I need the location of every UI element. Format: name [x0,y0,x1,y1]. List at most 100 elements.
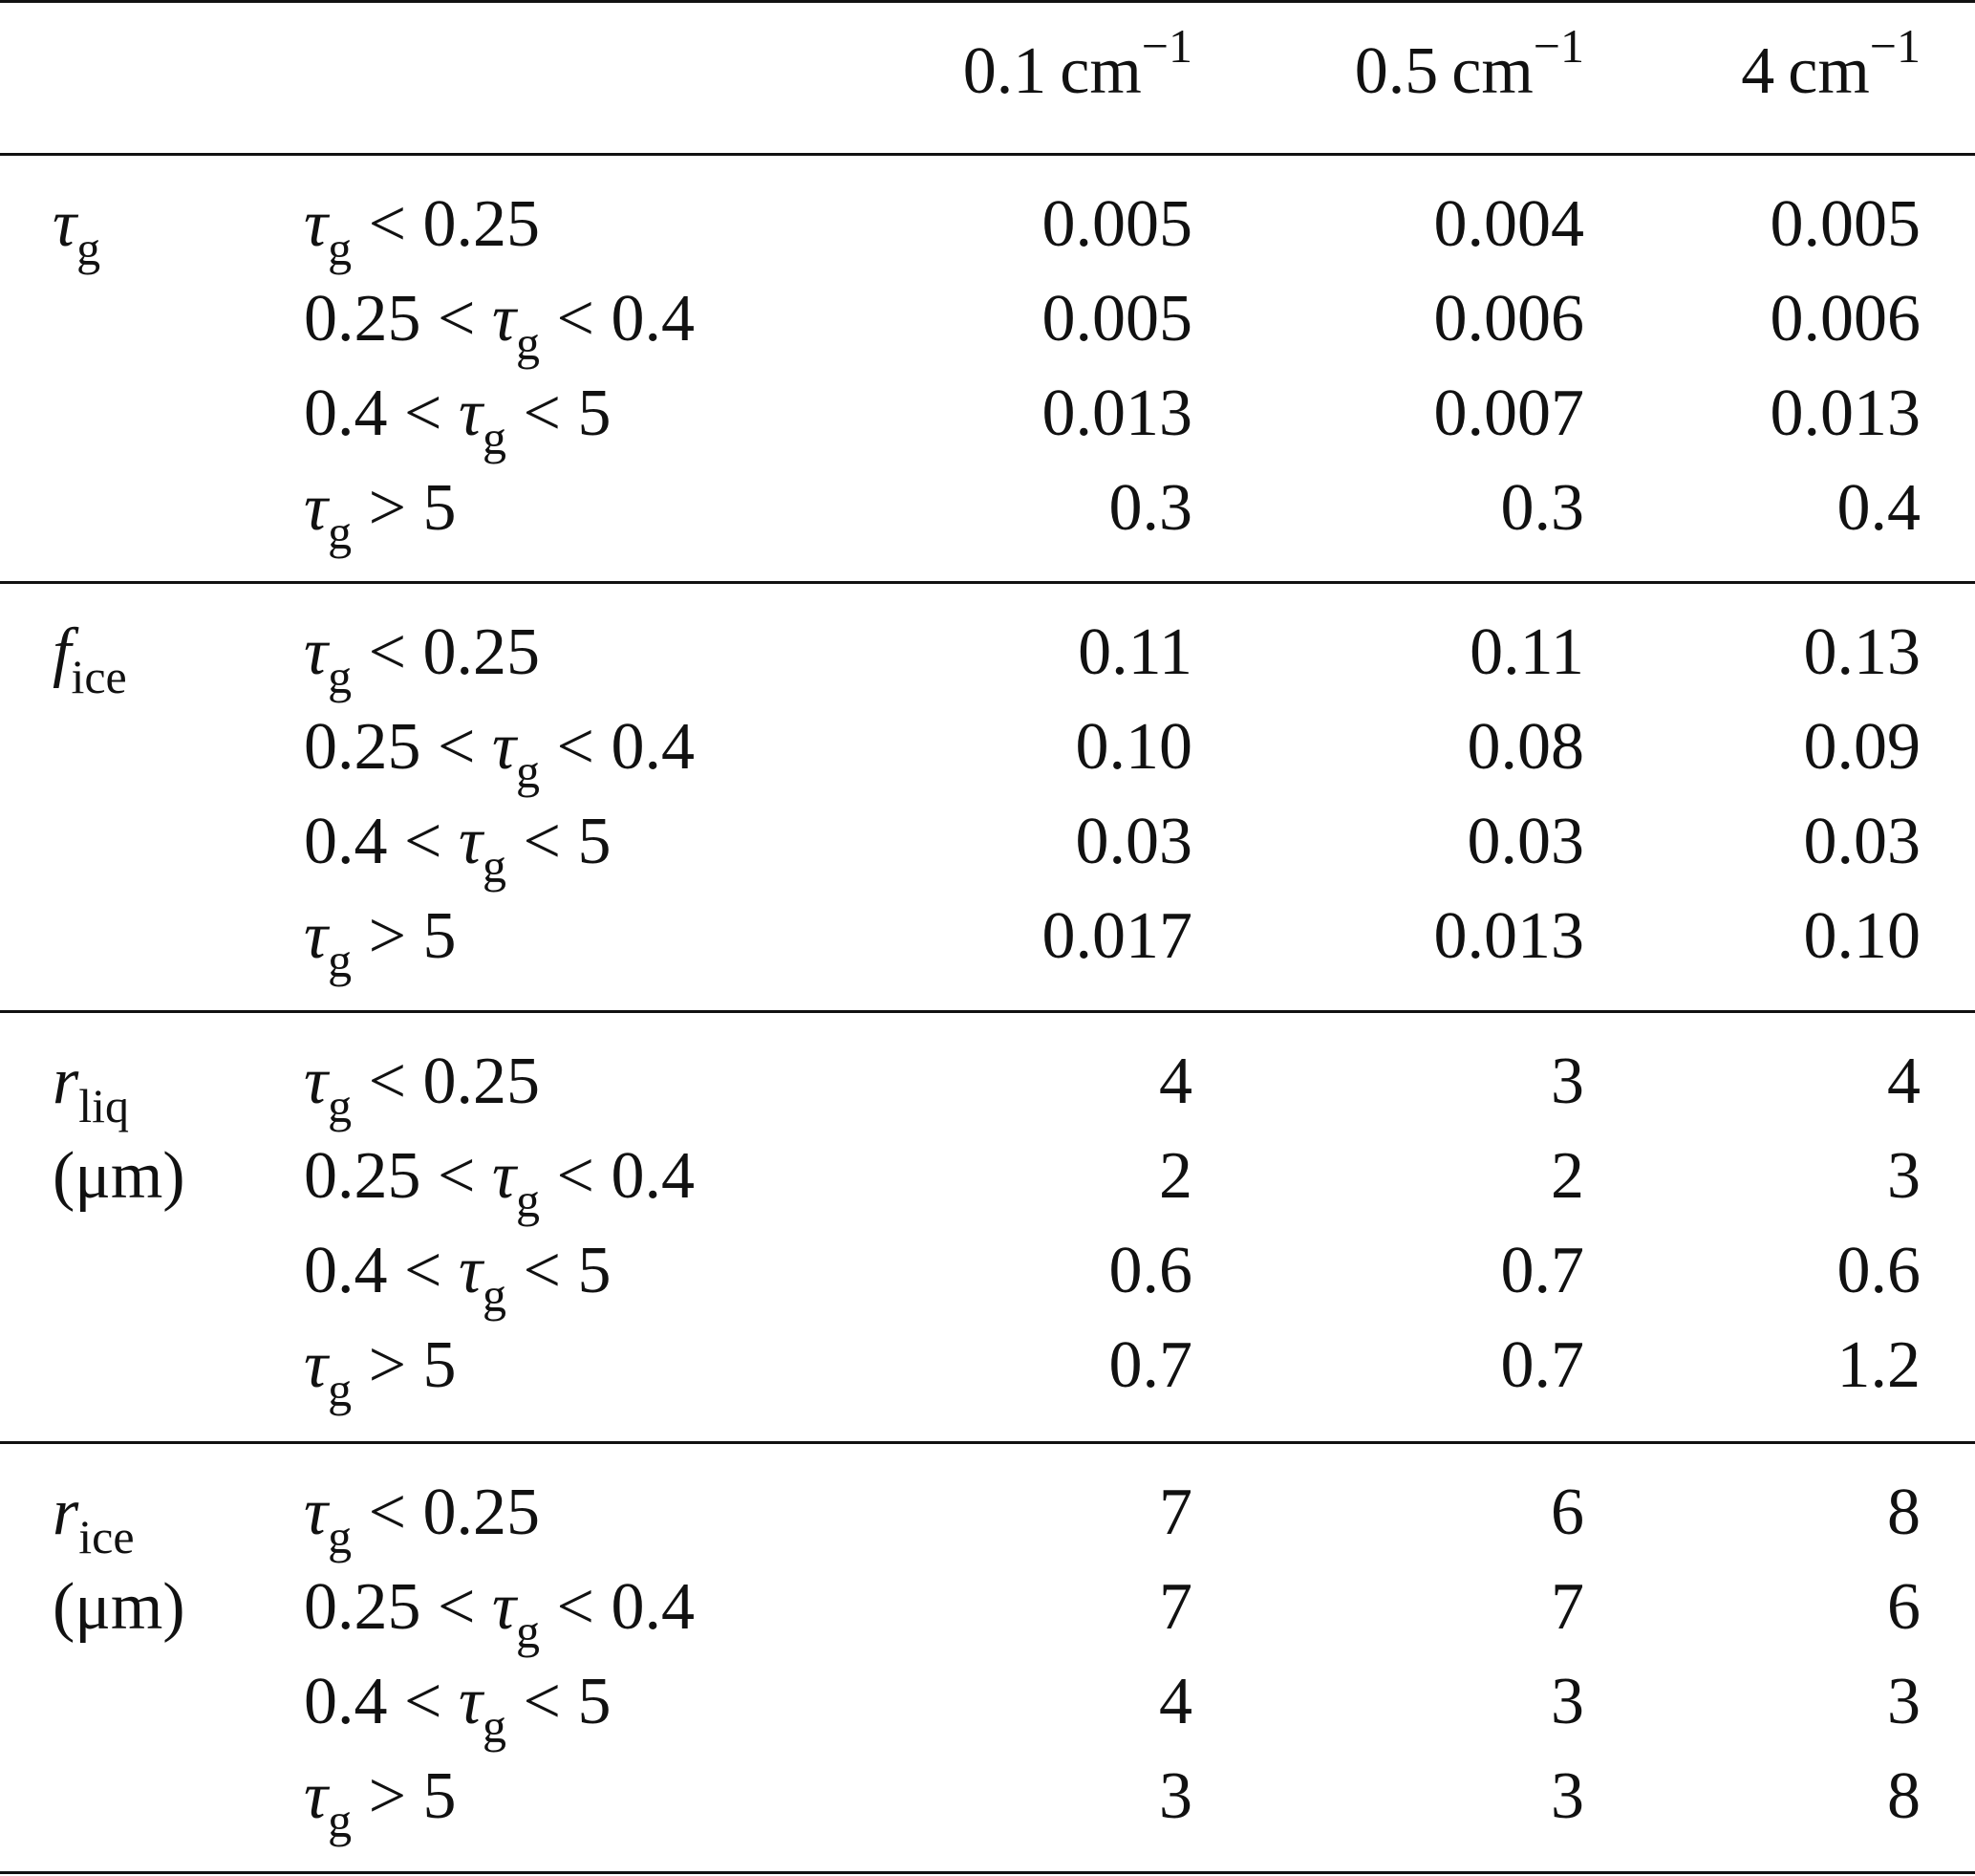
condition-symbol: τ [458,377,483,450]
table-cell-value: 0.7 [1500,1328,1585,1402]
table-cell-value: 0.11 [1078,615,1192,689]
condition-subscript: g [483,411,507,464]
condition-label: τg < 0.25 [304,1476,540,1562]
condition-prefix: 0.25 < [304,710,492,784]
condition-prefix: 0.25 < [304,1139,492,1213]
group-unit: (μm) [53,1570,185,1644]
table-rule [0,581,1975,584]
condition-suffix: < 0.25 [352,615,541,689]
condition-prefix: 0.4 < [304,1665,459,1738]
condition-symbol: τ [304,899,329,973]
table-cell-value: 0.08 [1467,710,1585,784]
table-cell-value: 0.10 [1075,710,1193,784]
condition-symbol: τ [458,1234,483,1307]
column-header-unit: cm [1060,34,1142,108]
group-subscript: liq [78,1079,130,1132]
condition-symbol: τ [304,1328,329,1402]
table-cell-value: 0.03 [1075,805,1193,878]
column-header-number: 0.1 [962,34,1047,108]
column-header: 0.1 cm−1 [963,22,1192,105]
condition-symbol: τ [304,187,329,261]
condition-subscript: g [516,1174,541,1227]
condition-suffix: < 0.4 [540,282,696,356]
condition-subscript: g [516,1605,541,1658]
table-rule [0,0,1975,3]
table-rule [0,1010,1975,1013]
condition-subscript: g [328,934,353,987]
table-cell-value: 8 [1887,1759,1921,1833]
condition-subscript: g [483,1268,507,1322]
condition-symbol: τ [304,1476,329,1549]
table-cell-value: 4 [1159,1045,1192,1118]
table-cell-value: 0.005 [1041,282,1193,356]
condition-label: 0.25 < τg < 0.4 [304,286,695,368]
table-cell-value: 0.7 [1108,1328,1193,1402]
condition-suffix: < 0.4 [540,710,696,784]
condition-subscript: g [516,316,541,370]
condition-subscript: g [328,222,353,275]
table-cell-value: 0.005 [1041,187,1193,261]
condition-suffix: < 0.25 [352,1045,541,1118]
condition-symbol: τ [304,1759,329,1833]
condition-subscript: g [516,744,541,798]
condition-label: 0.25 < τg < 0.4 [304,1574,695,1656]
condition-symbol: τ [458,805,483,878]
condition-suffix: < 5 [506,1234,612,1307]
table-cell-value: 0.007 [1433,377,1585,450]
table-cell-value: 4 [1159,1665,1192,1738]
column-header-number: 4 [1741,34,1775,108]
table-cell-value: 3 [1887,1665,1921,1738]
condition-label: τg > 5 [304,1763,457,1845]
condition-label: τg > 5 [304,903,457,985]
table-cell-value: 0.6 [1108,1234,1193,1307]
column-header-exponent: −1 [1869,19,1921,73]
table-cell-value: 0.017 [1041,899,1193,973]
condition-subscript: g [483,1699,507,1753]
table-cell-value: 3 [1887,1139,1921,1213]
table-cell-value: 0.005 [1770,187,1921,261]
column-header-exponent: −1 [1141,19,1192,73]
group-label: rice [53,1476,135,1562]
condition-subscript: g [328,1510,353,1563]
group-symbol: r [53,1476,79,1549]
condition-suffix: > 5 [352,1328,457,1402]
condition-label: τg < 0.25 [304,619,540,701]
column-header-number: 0.5 [1354,34,1439,108]
condition-subscript: g [328,1363,353,1416]
table-cell-value: 0.10 [1803,899,1921,973]
condition-label: 0.4 < τg < 5 [304,1238,612,1320]
condition-label: τg > 5 [304,475,457,557]
table-cell-value: 0.03 [1803,805,1921,878]
column-header-exponent: −1 [1533,19,1584,73]
table-cell-value: 0.4 [1836,471,1921,545]
condition-label: τg < 0.25 [304,1045,541,1131]
table-rule [0,1441,1975,1444]
table-cell-value: 0.13 [1803,615,1921,689]
group-unit: (μm) [53,1139,185,1213]
group-subscript: ice [71,650,127,703]
condition-symbol: τ [491,1139,517,1213]
column-header: 0.5 cm−1 [1355,22,1584,105]
condition-suffix: < 0.25 [352,187,541,261]
condition-label: τg < 0.25 [304,191,540,273]
table-cell-value: 6 [1887,1570,1921,1644]
condition-prefix: 0.4 < [304,377,459,450]
table-cell-value: 3 [1551,1759,1584,1833]
condition-prefix: 0.25 < [304,282,492,356]
group-subscript: ice [78,1510,135,1563]
table-cell-value: 1.2 [1836,1328,1921,1402]
condition-symbol: τ [304,471,329,545]
condition-suffix: < 0.4 [540,1570,696,1644]
condition-subscript: g [328,1079,353,1132]
table-cell-value: 7 [1159,1476,1192,1549]
condition-prefix: 0.4 < [304,1234,459,1307]
table-cell-value: 3 [1159,1759,1192,1833]
condition-label: 0.25 < τg < 0.4 [304,1143,695,1225]
column-header-unit: cm [1788,34,1870,108]
condition-suffix: < 5 [506,805,612,878]
condition-symbol: τ [491,1570,517,1644]
condition-subscript: g [483,839,507,893]
table-cell-value: 2 [1551,1139,1584,1213]
table-cell-value: 0.7 [1500,1234,1585,1307]
table-cell-value: 0.3 [1500,471,1585,545]
